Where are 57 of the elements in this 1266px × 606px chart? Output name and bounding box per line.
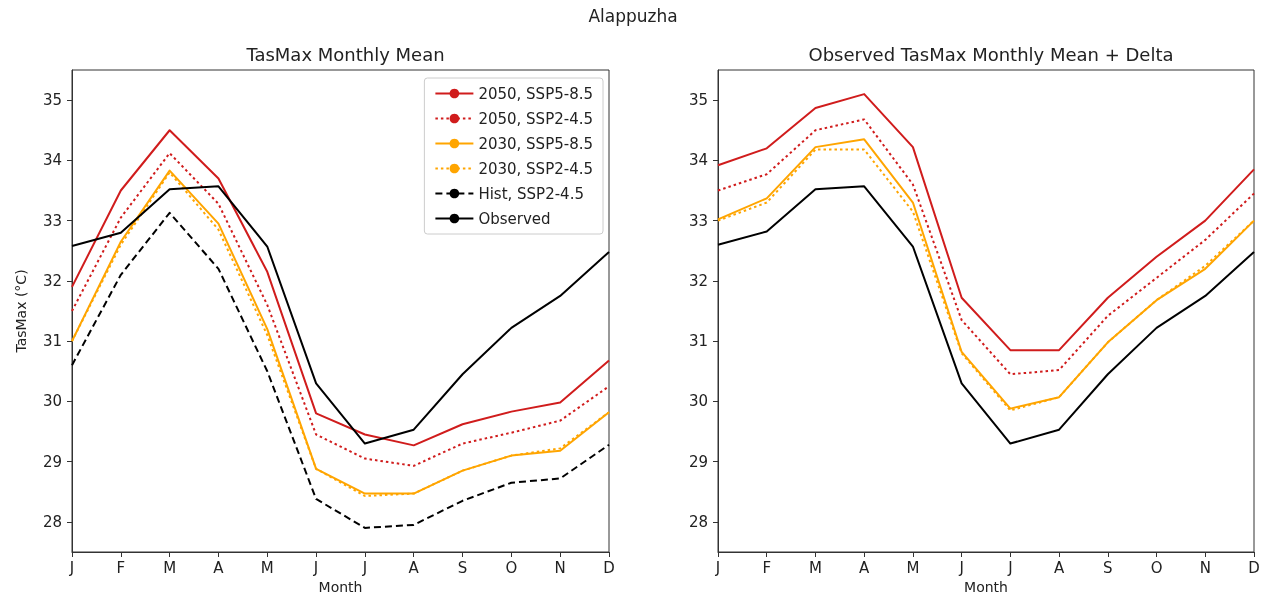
line-series (717, 93, 1255, 352)
line-series (717, 185, 1255, 445)
text: Alappuzha (587, 6, 679, 26)
x-tick-label: F (762, 558, 772, 577)
x-tick-label: A (213, 558, 225, 577)
y-tick-label: 31 (688, 332, 708, 351)
y-tick-label: 35 (688, 91, 708, 110)
x-tick-label: J (958, 558, 964, 577)
legend-label: 2030, SSP2-4.5 (478, 159, 593, 178)
x-tick-label: M (808, 558, 822, 577)
x-tick-label: A (1053, 558, 1065, 577)
x-tick-label: F (116, 558, 126, 577)
y-tick-label: 34 (42, 151, 62, 170)
y-tick-label: 33 (688, 211, 708, 230)
x-tick-label: A (408, 558, 420, 577)
y-tick-label: 28 (42, 512, 62, 531)
legend-label: Observed (478, 209, 551, 228)
y-tick-label: 28 (688, 512, 708, 531)
y-tick-label: 30 (42, 392, 62, 411)
y-tick-label: 34 (688, 151, 708, 170)
legend-label: 2050, SSP5-8.5 (478, 84, 593, 103)
x-tick-label: M (260, 558, 274, 577)
x-tick-label: J (714, 558, 721, 577)
y-tick-label: 29 (42, 452, 62, 471)
y-tick-label: 32 (42, 271, 62, 290)
x-tick-label: S (457, 558, 468, 577)
x-tick-label: N (1199, 558, 1211, 577)
legend-label: Hist, SSP2-4.5 (478, 184, 584, 203)
line-series (71, 211, 610, 529)
chart-title: Observed TasMax Monthly Mean + Delta (808, 43, 1174, 65)
y-axis-title: TasMax (°C) (13, 269, 29, 354)
x-tick-label: J (68, 558, 75, 577)
x-tick-label: O (1150, 558, 1163, 577)
x-tick-label: M (906, 558, 920, 577)
x-tick-label: A (859, 558, 871, 577)
y-tick-label: 35 (42, 91, 62, 110)
x-tick-label: J (361, 558, 368, 577)
y-tick-label: 30 (688, 392, 708, 411)
legend-label: 2030, SSP5-8.5 (478, 134, 593, 153)
x-tick-label: J (1007, 558, 1013, 577)
x-tick-label: O (505, 558, 518, 577)
x-axis-title: Month (318, 579, 363, 595)
x-tick-label: N (554, 558, 566, 577)
x-axis-title: Month (964, 579, 1008, 595)
x-tick-label: M (163, 558, 177, 577)
x-tick-label: S (1103, 558, 1113, 577)
x-tick-label: D (1248, 558, 1260, 577)
chart-title: TasMax Monthly Mean (245, 43, 445, 65)
legend-label: 2050, SSP2-4.5 (478, 109, 593, 128)
line-series (717, 118, 1255, 376)
y-tick-label: 29 (688, 452, 708, 471)
x-tick-label: D (603, 558, 615, 577)
y-tick-label: 31 (42, 332, 62, 351)
x-tick-label: J (312, 558, 319, 577)
y-tick-label: 32 (688, 271, 708, 290)
line-series (71, 185, 610, 445)
y-tick-label: 33 (42, 211, 62, 230)
